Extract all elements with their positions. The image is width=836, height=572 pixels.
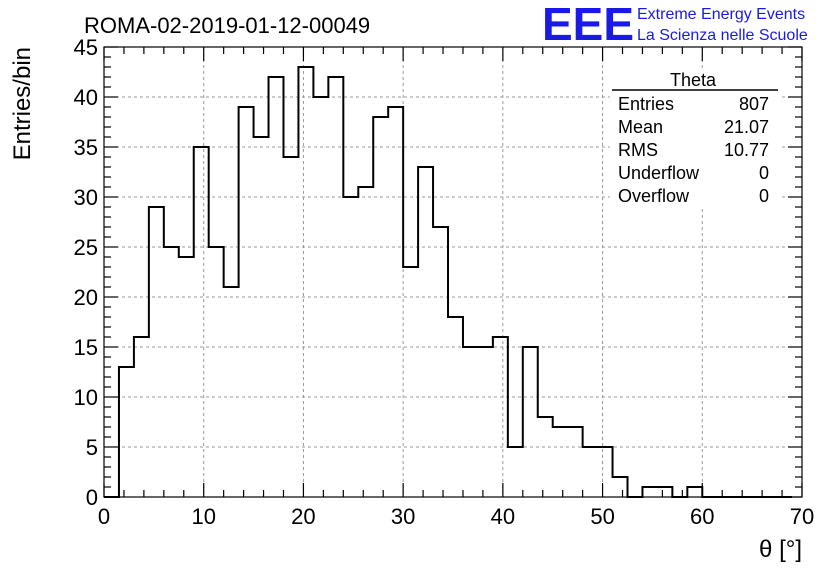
stats-box-background [610,70,780,208]
stats-row-label: Overflow [618,186,690,206]
histogram-bin [239,107,254,497]
histogram-bin [254,137,269,497]
eee-logo: EEE Extreme Energy Events La Scienza nel… [542,0,808,50]
y-axis-label: Entries/bin [9,47,36,160]
histogram-bin [478,347,493,497]
stats-row-value: 807 [739,94,769,114]
stats-row-label: Underflow [618,163,700,183]
histogram-bin [209,247,224,497]
histogram-bin [388,107,403,497]
x-tick-labels: 0 10 20 30 40 50 60 70 [98,504,814,529]
histogram-bin [642,487,657,497]
histogram-bin [687,487,702,497]
x-tick-label: 70 [790,504,814,529]
histogram-outline [104,66,793,498]
stats-rows: Entries 807 Mean 21.07 RMS 10.77 Underflow 0 Ove… [618,94,769,206]
y-tick-label: 0 [86,485,98,510]
y-tick-labels: 0 5 10 15 20 25 30 35 40 45 [74,35,98,510]
histogram-bin [179,257,194,497]
histogram-bin [119,367,134,497]
x-tick-label: 20 [291,504,315,529]
histogram-bin [358,187,373,497]
x-tick-label: 30 [391,504,415,529]
histogram-bin [433,227,448,497]
y-tick-label: 40 [74,85,98,110]
histogram-bin [298,67,313,497]
stats-title: Theta [670,70,717,90]
histogram-bin [283,157,298,497]
histogram-bin [493,337,508,497]
histogram-bin [657,487,672,497]
logo-mark: EEE [542,0,634,50]
stats-row-value: 0 [759,163,769,183]
chart-title: ROMA-02-2019-01-12-00049 [84,13,370,38]
histogram-bin [598,447,613,497]
y-tick-label: 25 [74,235,98,260]
stats-row-value: 21.07 [724,117,769,137]
y-tick-label: 35 [74,135,98,160]
y-tick-label: 20 [74,285,98,310]
histogram-bin [328,77,343,497]
stats-row-value: 10.77 [724,140,769,160]
histogram-bin [538,417,553,497]
x-axis-label: θ [°] [759,536,802,563]
histogram-bin [613,477,628,497]
histogram-bin [463,347,478,497]
histogram-bin [553,427,568,497]
stats-row-value: 0 [759,186,769,206]
histogram-bin [508,447,523,497]
plot-frame [103,46,803,498]
x-tick-label: 10 [191,504,215,529]
histogram-bin [373,117,388,497]
y-tick-label: 45 [74,35,98,60]
x-tick-label: 60 [690,504,714,529]
histogram-bin [224,287,239,497]
y-tick-label: 10 [74,385,98,410]
axis-ticks [103,46,803,498]
y-tick-label: 15 [74,335,98,360]
stats-box: Theta Entries 807 Mean 21.07 RMS 10.77 Underfl… [610,70,780,208]
histogram-bin [448,317,463,497]
stats-row-label: Entries [618,94,674,114]
x-tick-label: 0 [98,504,110,529]
x-tick-label: 50 [590,504,614,529]
histogram-bin [269,77,284,497]
histogram-bin [583,447,598,497]
stats-row-label: RMS [618,140,658,160]
x-tick-label: 40 [491,504,515,529]
histogram-bin [403,267,418,497]
histogram-bin [523,347,538,497]
histogram-bin [149,207,164,497]
y-tick-label: 5 [86,435,98,460]
histogram-bin [164,247,179,497]
histogram-bin [568,427,583,497]
logo-line-1: Extreme Energy Events [637,6,805,23]
histogram-bin [134,337,149,497]
y-tick-label: 30 [74,185,98,210]
histogram-bin [194,147,209,497]
logo-line-2: La Scienza nelle Scuole [637,27,808,44]
stats-row-label: Mean [618,117,663,137]
